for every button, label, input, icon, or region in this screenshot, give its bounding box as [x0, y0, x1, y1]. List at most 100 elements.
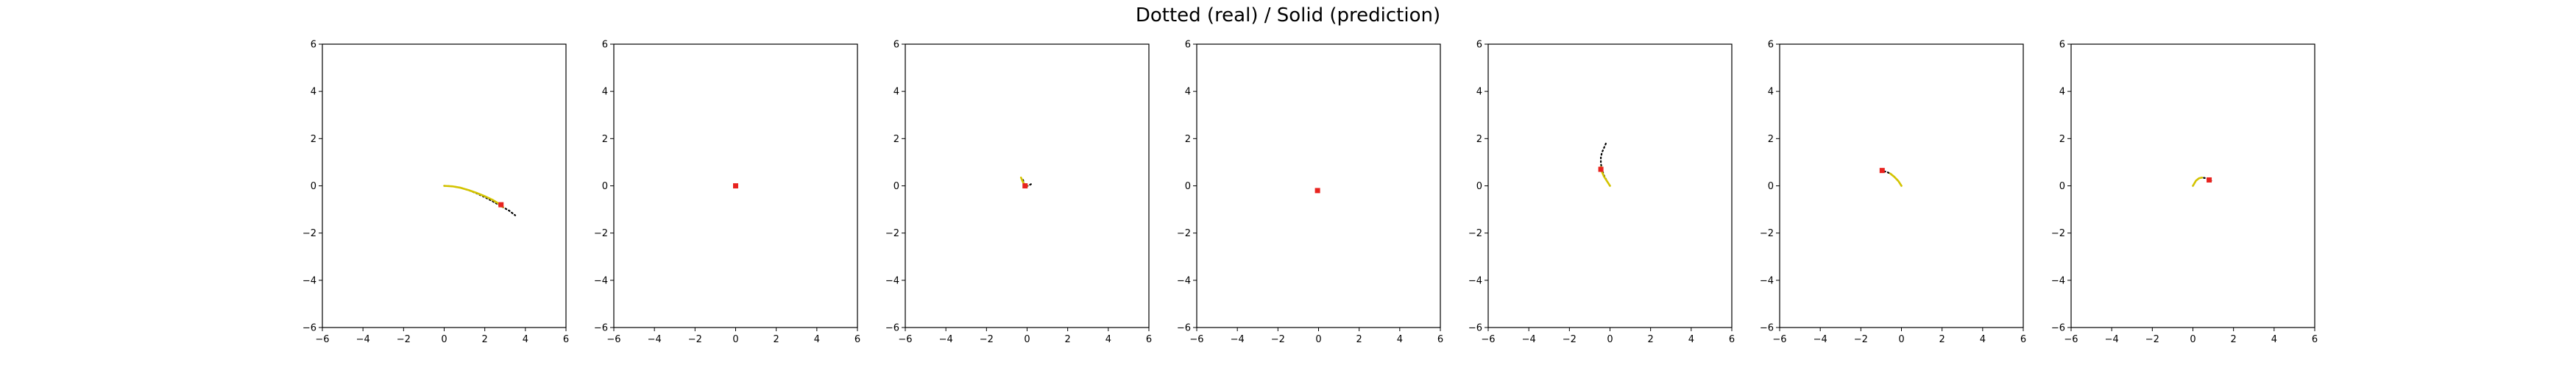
y-tick-label: −2 [1468, 228, 1482, 239]
y-tick-label: 2 [1185, 134, 1191, 145]
axes-frame [1196, 43, 1441, 328]
x-tick-label: −2 [1563, 334, 1577, 345]
x-tick-label: −4 [356, 334, 370, 345]
x-tick-label: 4 [1688, 334, 1694, 345]
x-tick-label: 0 [1315, 334, 1321, 345]
y-tick-label: 0 [1768, 181, 1774, 192]
subplot-2: −6 −4 −2 0 2 4 6 −6 −4 −2 0 2 4 6 [594, 40, 860, 346]
y-tick-label: 4 [602, 87, 608, 98]
y-tick-label: 2 [602, 134, 608, 145]
x-tick-label: 4 [1105, 334, 1111, 345]
y-tick-label: 0 [311, 181, 316, 192]
x-tick-label: 2 [1939, 334, 1945, 345]
x-tick-label: 6 [854, 334, 860, 345]
predicted-trajectory-line [443, 185, 504, 208]
x-tick-label: 6 [1146, 334, 1152, 345]
y-tick-label: −2 [1177, 228, 1191, 239]
y-tick-label: −4 [885, 275, 899, 286]
x-tick-label: 2 [2231, 334, 2237, 345]
y-tick-label: −6 [1177, 323, 1191, 334]
y-tick-label: −2 [302, 228, 316, 239]
x-tick-label: 0 [441, 334, 447, 345]
x-tick-label: −4 [648, 334, 662, 345]
x-tick-label: 4 [814, 334, 820, 345]
y-tick-label: −4 [1468, 275, 1482, 286]
y-tick-label: 6 [1768, 40, 1774, 51]
x-tick-label: 0 [1898, 334, 1904, 345]
start-point-marker [1022, 183, 1028, 188]
y-tick-label: −2 [594, 228, 608, 239]
x-tick-label: −2 [980, 334, 994, 345]
y-tick-label: −2 [1760, 228, 1774, 239]
y-tick-label: 0 [894, 181, 899, 192]
x-tick-label: 2 [1648, 334, 1654, 345]
x-tick-label: 2 [1065, 334, 1071, 345]
x-tick-label: 0 [1607, 334, 1613, 345]
x-tick-label: −2 [1854, 334, 1868, 345]
y-tick-label: −2 [2051, 228, 2065, 239]
y-tick-label: 2 [894, 134, 899, 145]
x-tick-label: −6 [315, 334, 329, 345]
predicted-trajectory-line [1889, 172, 1903, 187]
y-tick-label: 6 [2059, 40, 2065, 51]
figure-suptitle: Dotted (real) / Solid (prediction) [1136, 4, 1440, 26]
subplot-grid: −6 −4 −2 0 2 4 6 −6 −4 −2 0 2 4 6 −6 −4 −2 0 2 4 6 −6 −4 −2 0 2 4 6… [302, 40, 2318, 346]
start-point-marker [2207, 177, 2212, 183]
start-point-marker [1314, 188, 1320, 194]
y-tick-label: 0 [1185, 181, 1191, 192]
x-tick-label: 4 [2271, 334, 2277, 345]
y-tick-label: −4 [1760, 275, 1774, 286]
y-tick-label: −4 [302, 275, 316, 286]
y-tick-label: 0 [2059, 181, 2065, 192]
x-tick-label: 6 [1437, 334, 1443, 345]
start-point-marker [1879, 168, 1885, 174]
y-tick-label: −6 [1468, 323, 1482, 334]
y-tick-label: −4 [2051, 275, 2065, 286]
y-tick-label: 2 [1768, 134, 1774, 145]
start-point-marker [1598, 166, 1604, 172]
x-tick-label: 6 [2020, 334, 2026, 345]
y-tick-label: −6 [2051, 323, 2065, 334]
subplot-4: −6 −4 −2 0 2 4 6 −6 −4 −2 0 2 4 6 [1177, 40, 1443, 346]
y-tick-label: 6 [1476, 40, 1482, 51]
y-tick-label: 2 [1476, 134, 1482, 145]
x-tick-label: 6 [2312, 334, 2318, 345]
y-tick-label: −4 [1177, 275, 1191, 286]
x-tick-label: −6 [606, 334, 620, 345]
x-tick-label: −6 [898, 334, 912, 345]
y-tick-label: 6 [1185, 40, 1191, 51]
y-tick-label: 4 [311, 87, 316, 98]
x-tick-label: 4 [1397, 334, 1403, 345]
y-tick-label: −6 [885, 323, 899, 334]
x-tick-label: −4 [1231, 334, 1245, 345]
x-tick-label: −6 [1481, 334, 1495, 345]
x-tick-label: −4 [1814, 334, 1827, 345]
x-tick-label: 0 [732, 334, 738, 345]
x-tick-label: −6 [1189, 334, 1203, 345]
y-tick-label: 4 [1768, 87, 1774, 98]
x-tick-label: 2 [482, 334, 488, 345]
x-tick-label: 0 [2190, 334, 2195, 345]
y-tick-label: 2 [2059, 134, 2065, 145]
y-tick-label: 4 [894, 87, 899, 98]
y-tick-label: 6 [311, 40, 316, 51]
y-tick-label: 2 [311, 134, 316, 145]
y-tick-label: 4 [1476, 87, 1482, 98]
x-tick-label: 6 [563, 334, 569, 345]
x-tick-label: −4 [939, 334, 953, 345]
x-tick-label: −2 [397, 334, 411, 345]
x-tick-label: −4 [1522, 334, 1536, 345]
y-tick-label: −4 [594, 275, 608, 286]
start-point-marker [733, 183, 738, 188]
subplot-5: −6 −4 −2 0 2 4 6 −6 −4 −2 0 2 4 6 [1468, 40, 1735, 346]
x-tick-label: 6 [1729, 334, 1735, 345]
x-tick-label: 4 [1980, 334, 1986, 345]
x-tick-label: 2 [1356, 334, 1362, 345]
y-tick-label: 4 [2059, 87, 2065, 98]
x-tick-label: −2 [1271, 334, 1285, 345]
y-tick-label: 0 [602, 181, 608, 192]
predicted-trajectory-line [2192, 176, 2204, 187]
x-tick-label: −2 [688, 334, 702, 345]
subplot-1: −6 −4 −2 0 2 4 6 −6 −4 −2 0 2 4 6 [302, 40, 569, 346]
